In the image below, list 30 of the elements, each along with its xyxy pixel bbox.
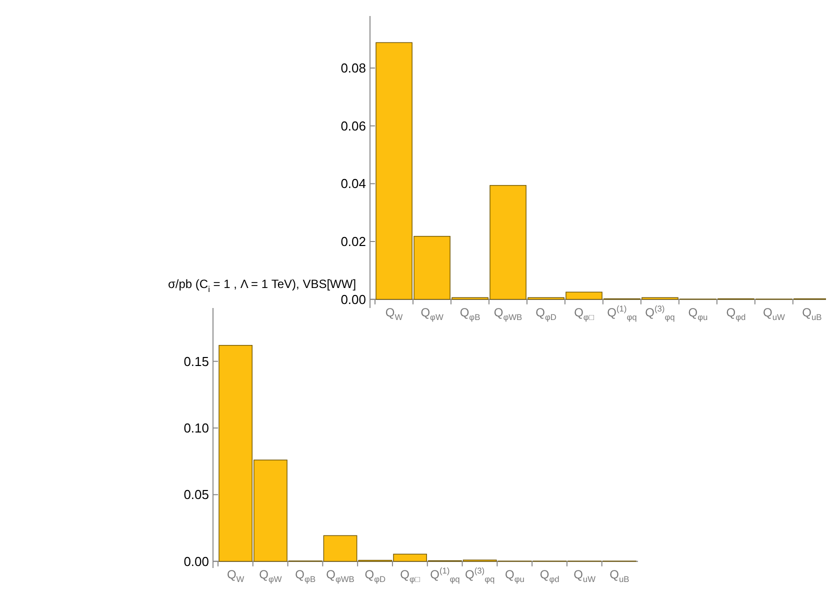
x-tick-label: Q$_{W}$ (385, 305, 403, 322)
x-tick-label: Q$_{φd}$ (540, 567, 560, 584)
x-tick-label: Q$_{W}$ (226, 567, 244, 584)
x-tick-label: Q$_{φ□}$ (400, 567, 421, 584)
y-tick-label: 0.10 (184, 420, 209, 436)
x-tick-label: Q$_{φWB}$ (326, 567, 355, 584)
x-tick-label: Q$_{φ□}$ (574, 305, 595, 322)
x-tick-label: Q$_{φW}$ (259, 567, 282, 584)
x-tick-label: Q$_{φWB}$ (494, 305, 523, 322)
x-tick-label: Q$_{φd}$ (726, 305, 746, 322)
x-tick-label: Q$_{φB}$ (460, 305, 481, 322)
x-tick-label: Q$_{uB}$ (802, 305, 822, 322)
y-tick-label: 0.02 (340, 234, 366, 250)
y-tick-label: 0.15 (184, 354, 209, 369)
x-tick-label: Q$_{uB}$ (610, 567, 630, 584)
y-tick-label: 0.00 (184, 554, 209, 569)
y-tick-label: 0.04 (340, 176, 366, 192)
y-tick-label: 0.08 (340, 60, 366, 76)
x-tick-label: Q$_{φW}$ (420, 305, 444, 322)
x-tick-label: Q$_{φB}$ (295, 567, 316, 584)
y-tick-label: 0.00 (340, 292, 366, 307)
y-tick-label: 0.05 (184, 487, 209, 502)
x-tick-label: Q$_{φu}$ (688, 305, 708, 322)
x-tick-label: Q$_{φD}$ (364, 567, 386, 584)
x-tick-label: Q$_{φu}$ (505, 567, 525, 584)
x-tick-label: Q$_{uW}$ (763, 305, 786, 322)
x-tick-label: Q$_{φD}$ (536, 305, 556, 322)
y-tick-label: 0.06 (340, 118, 366, 134)
chart-title: σ/pb (C$_{i}$ = 1 , Λ = 1 TeV), VBS[WW] (168, 277, 356, 294)
x-tick-label: Q$_{uW}$ (574, 567, 596, 584)
